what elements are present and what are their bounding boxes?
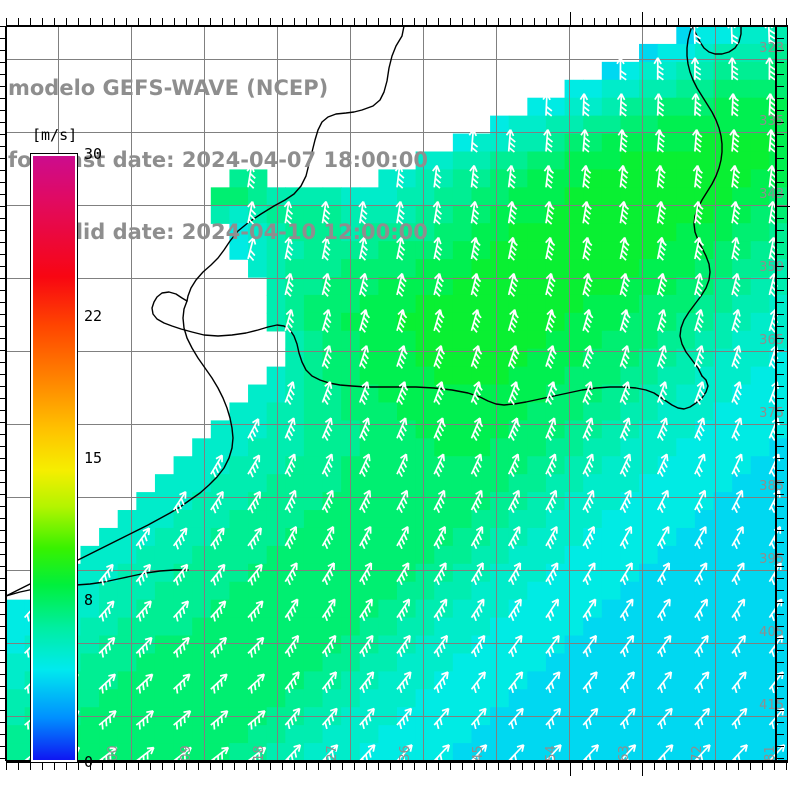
y-axis-label: 323 [759,41,784,56]
y-axis-label: 365 [759,333,784,348]
y-axis-label: 343 [759,187,784,202]
x-axis-label: 372 [690,745,705,761]
axis-ticks-bottom [6,761,788,776]
y-axis-label: 359 [759,260,784,275]
axis-ticks-top [6,12,788,27]
axis-ticks-right [775,26,790,761]
x-axis-label: 327 [325,745,340,761]
x-axis-label: 354 [544,745,559,761]
windspeed-raster [6,26,788,761]
colorbar-tick: 30 [84,145,103,163]
x-axis-label: 318 [252,745,267,761]
colorbar-units-label: [m/s] [32,126,78,144]
x-axis-label: 300 [106,745,121,761]
y-axis-label: 335 [759,114,784,129]
x-axis-label: 309 [179,745,194,761]
x-axis-label: 363 [617,745,632,761]
colorbar-tick: 0 [84,753,94,771]
map-plot-area[interactable]: 297300309318327336345354363372381 323335… [6,26,788,761]
colorbar-tick: 15 [84,449,103,467]
colorbar-gradient [30,153,78,763]
colorbar-tick: 8 [84,590,94,609]
y-axis-label: 375 [759,406,784,421]
x-axis-label: 345 [471,745,486,761]
colorbar-tick: 22 [84,307,103,326]
x-axis-label: 336 [398,745,413,761]
axis-ticks-left [0,26,7,761]
